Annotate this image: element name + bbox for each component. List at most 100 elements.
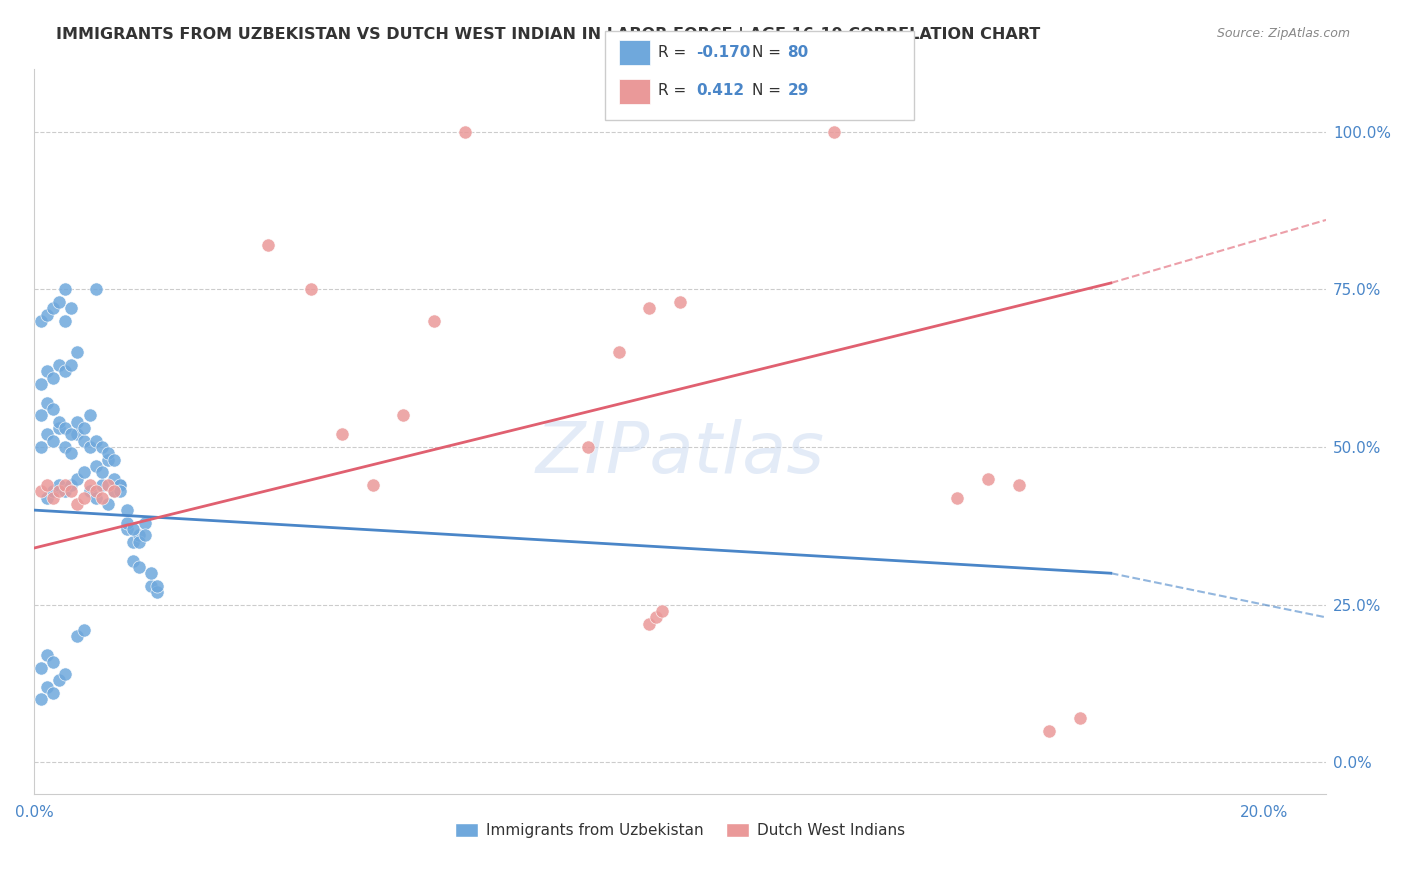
Point <box>72 465 94 479</box>
Point <box>91 478 114 492</box>
Point <box>115 503 138 517</box>
Point <box>66 629 89 643</box>
Point <box>97 446 120 460</box>
Point <box>91 465 114 479</box>
Point <box>110 484 132 499</box>
Point <box>72 491 94 505</box>
Point <box>30 314 52 328</box>
Point <box>946 491 969 505</box>
Point <box>48 421 70 435</box>
Point <box>103 484 125 499</box>
Point <box>30 661 52 675</box>
Point <box>134 516 156 530</box>
Point <box>607 345 630 359</box>
Text: Source: ZipAtlas.com: Source: ZipAtlas.com <box>1216 27 1350 40</box>
Point <box>66 427 89 442</box>
Point <box>79 484 101 499</box>
Point <box>110 478 132 492</box>
Point <box>638 616 661 631</box>
Point <box>128 560 150 574</box>
Point <box>60 427 83 442</box>
Point <box>97 497 120 511</box>
Point <box>115 516 138 530</box>
Point <box>84 434 107 448</box>
Point <box>103 452 125 467</box>
Point <box>35 364 58 378</box>
Point <box>53 440 76 454</box>
Point <box>423 314 446 328</box>
Point <box>35 308 58 322</box>
Point <box>48 478 70 492</box>
Text: ZIPatlas: ZIPatlas <box>536 418 825 488</box>
Point <box>42 301 65 316</box>
Point <box>53 667 76 681</box>
Point <box>60 358 83 372</box>
Point <box>35 491 58 505</box>
Point <box>53 364 76 378</box>
Point <box>60 446 83 460</box>
Point <box>42 655 65 669</box>
Point <box>72 421 94 435</box>
Point <box>48 415 70 429</box>
Point <box>146 579 169 593</box>
Point <box>84 484 107 499</box>
Point <box>79 440 101 454</box>
Point <box>48 358 70 372</box>
Point <box>60 301 83 316</box>
Point <box>48 484 70 499</box>
Point <box>66 472 89 486</box>
Point <box>97 478 120 492</box>
Point <box>330 427 353 442</box>
Point <box>53 421 76 435</box>
Point <box>84 458 107 473</box>
Point <box>134 528 156 542</box>
Point <box>454 125 477 139</box>
Point <box>42 434 65 448</box>
Point <box>644 610 666 624</box>
Point <box>35 680 58 694</box>
Point <box>669 294 692 309</box>
Point <box>30 376 52 391</box>
Point <box>84 282 107 296</box>
Point <box>42 370 65 384</box>
Point <box>30 409 52 423</box>
Point <box>141 579 163 593</box>
Point <box>115 522 138 536</box>
Point <box>257 238 280 252</box>
Point <box>35 427 58 442</box>
Text: N =: N = <box>752 45 786 60</box>
Point <box>651 604 673 618</box>
Point <box>42 484 65 499</box>
Point <box>121 553 143 567</box>
Point <box>60 484 83 499</box>
Point <box>48 294 70 309</box>
Point <box>53 314 76 328</box>
Point <box>53 282 76 296</box>
Text: 80: 80 <box>787 45 808 60</box>
Point <box>1069 711 1091 725</box>
Point <box>110 478 132 492</box>
Text: 29: 29 <box>787 84 808 98</box>
Legend: Immigrants from Uzbekistan, Dutch West Indians: Immigrants from Uzbekistan, Dutch West I… <box>449 817 911 845</box>
Point <box>84 491 107 505</box>
Point <box>42 402 65 417</box>
Point <box>30 692 52 706</box>
Point <box>128 528 150 542</box>
Point <box>638 301 661 316</box>
Point <box>1007 478 1029 492</box>
Point <box>30 484 52 499</box>
Point <box>1038 723 1060 738</box>
Point <box>72 623 94 637</box>
Point <box>121 522 143 536</box>
Point <box>66 415 89 429</box>
Point <box>66 497 89 511</box>
Text: R =: R = <box>658 84 692 98</box>
Point <box>576 440 599 454</box>
Point <box>299 282 322 296</box>
Point <box>42 686 65 700</box>
Point <box>103 472 125 486</box>
Point <box>53 478 76 492</box>
Point <box>103 484 125 499</box>
Point <box>35 648 58 663</box>
Point <box>977 472 1000 486</box>
